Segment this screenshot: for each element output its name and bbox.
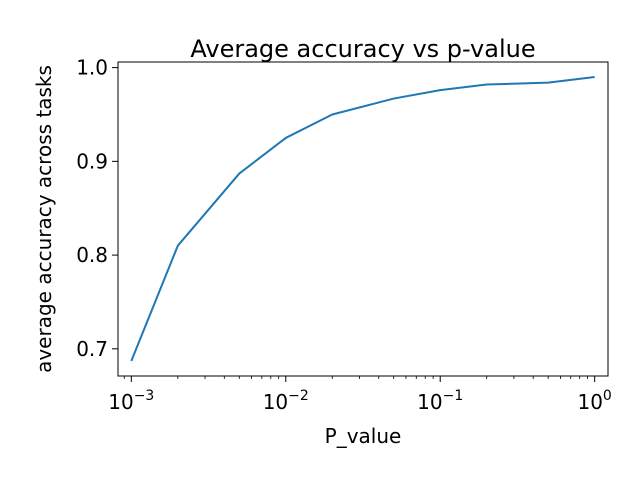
x-axis-label: P_value: [325, 424, 402, 448]
y-tick-label: 0.7: [76, 337, 108, 361]
y-axis-label: average accuracy across tasks: [32, 65, 56, 373]
plot-frame: [117, 61, 609, 377]
y-tick-label: 0.8: [76, 243, 108, 267]
x-tick-label: 10−2: [263, 388, 309, 414]
chart-title: Average accuracy vs p-value: [190, 35, 535, 63]
y-tick-label: 1.0: [76, 56, 108, 80]
x-tick-label: 10−1: [417, 388, 463, 414]
y-tick-label: 0.9: [76, 149, 108, 173]
series-line: [130, 76, 595, 362]
x-tick-label: 100: [577, 388, 611, 414]
plot-area: [117, 61, 609, 377]
series-layer: [130, 76, 595, 362]
x-tick-label: 10−3: [108, 388, 154, 414]
x-axis: 10−3 10−2 10−1 100: [108, 376, 612, 414]
y-axis: 0.7 0.8 0.9 1.0: [76, 56, 118, 361]
